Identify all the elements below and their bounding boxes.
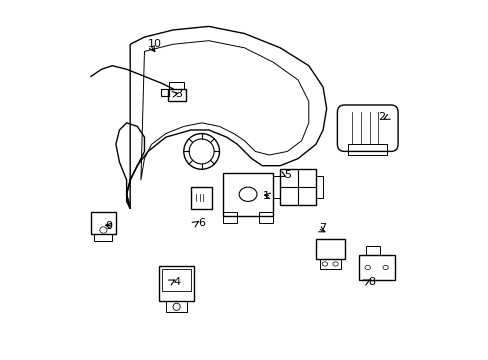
Text: 9: 9 [105,221,112,231]
Text: 6: 6 [198,218,204,228]
Text: 1: 1 [262,191,269,201]
Bar [358,255,394,280]
Bar [315,239,344,258]
Text: 8: 8 [367,277,374,287]
Bar [315,176,323,198]
Bar [159,266,194,301]
Text: 4: 4 [173,277,180,287]
Bar [319,258,340,269]
Bar [169,82,183,89]
Text: 3: 3 [175,89,182,99]
Bar [272,176,280,198]
Text: 7: 7 [319,223,326,233]
Bar [165,301,187,312]
Bar [160,89,169,96]
Bar [94,234,112,241]
Text: 10: 10 [148,39,162,49]
Text: 5: 5 [284,170,290,180]
Bar [365,246,380,255]
Bar [223,173,272,216]
Bar [347,144,386,155]
Bar [91,212,116,234]
Bar [167,89,185,102]
Bar [223,212,237,223]
Bar [258,212,272,223]
Text: 2: 2 [378,112,385,122]
Bar [162,269,190,291]
Bar [280,169,315,205]
Bar [190,187,212,208]
